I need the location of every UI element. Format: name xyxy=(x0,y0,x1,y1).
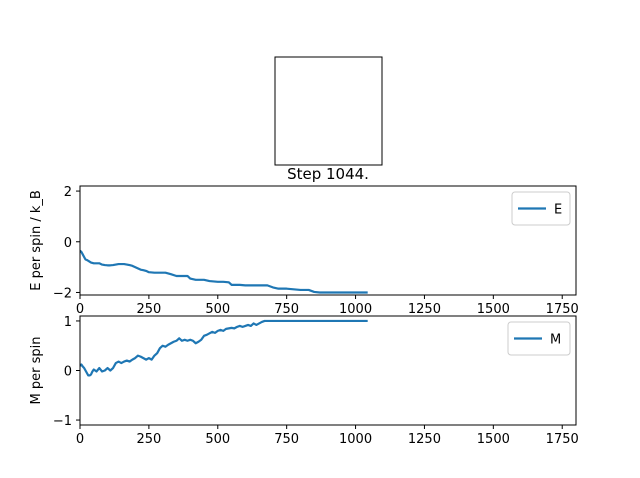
x-tick-label: 1000 xyxy=(339,302,372,317)
x-tick-label: 1250 xyxy=(408,432,441,447)
figure-title: Step 1044. xyxy=(287,165,369,183)
x-tick-label: 1250 xyxy=(408,302,441,317)
energy-plot: 0 250 500 750 1000 1250 1500 1750 −2 0 2 E per spin… xyxy=(29,185,579,317)
y-tick-label: −2 xyxy=(53,286,72,301)
y-tick-label: −1 xyxy=(53,414,72,429)
x-tick-label: 0 xyxy=(76,302,84,317)
axes-frame xyxy=(79,315,577,426)
x-tick-label: 750 xyxy=(274,302,299,317)
x-tick-label: 250 xyxy=(136,432,161,447)
x-tick-label: 750 xyxy=(274,432,299,447)
x-tick-label: 500 xyxy=(205,432,230,447)
x-tick-label: 1500 xyxy=(477,302,510,317)
y-axis-title: E per spin / k_B xyxy=(29,190,44,291)
magnetization-plot: 0 250 500 750 1000 1250 1500 1750 −1 0 1 M per spin… xyxy=(29,315,579,447)
legend-label: E xyxy=(554,203,562,218)
y-tick-label: 0 xyxy=(64,236,72,251)
y-tick-label: 2 xyxy=(64,185,72,200)
x-tick-label: 1750 xyxy=(546,432,579,447)
y-tick-label: 1 xyxy=(64,315,72,330)
series-line-E xyxy=(80,249,368,294)
y-tick-label: 0 xyxy=(64,365,72,380)
x-tick-label: 500 xyxy=(205,302,230,317)
x-tick-label: 1000 xyxy=(339,432,372,447)
legend-label: M xyxy=(550,333,561,348)
x-tick-label: 0 xyxy=(76,432,84,447)
x-tick-label: 1500 xyxy=(477,432,510,447)
axes-frame xyxy=(79,185,577,296)
x-tick-label: 1750 xyxy=(546,302,579,317)
x-tick-label: 250 xyxy=(136,302,161,317)
image-panel xyxy=(274,56,383,166)
y-axis-title: M per spin xyxy=(29,337,44,405)
series-line-M xyxy=(80,319,368,377)
